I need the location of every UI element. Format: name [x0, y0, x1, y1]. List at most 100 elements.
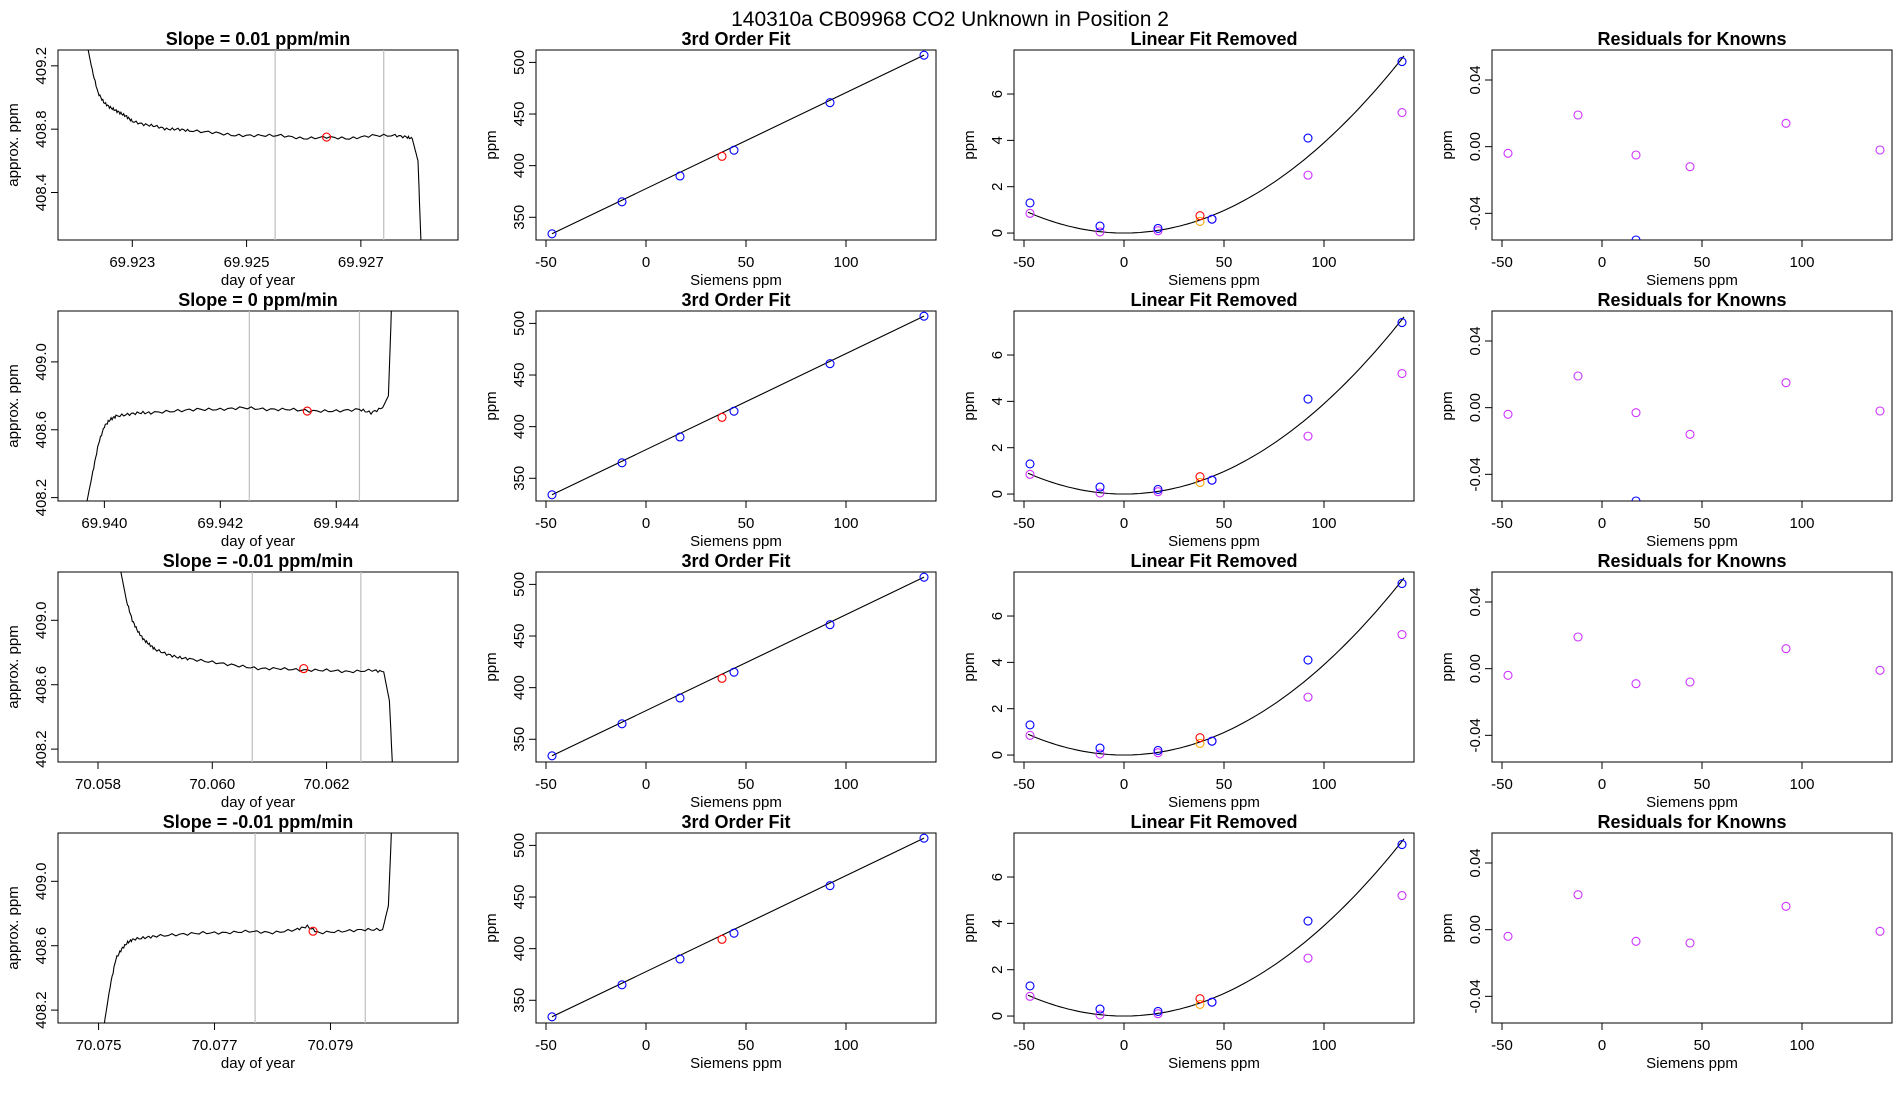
fit-line — [551, 576, 925, 757]
standard-point — [617, 197, 627, 207]
unknown-point — [1195, 733, 1205, 743]
panel-r3c3: Residuals for Knowns -50 0 50 100 -0.04 0.00 0.… — [1439, 812, 1893, 1072]
x-tick-label: 100 — [1789, 254, 1814, 271]
y-tick-label: -0.04 — [1467, 457, 1484, 491]
x-tick-label: 50 — [1216, 776, 1233, 793]
y-axis-label: ppm — [1439, 130, 1456, 159]
plot-area — [1025, 838, 1407, 1020]
standard-point — [675, 171, 685, 181]
mean-point — [308, 926, 318, 936]
plot-area — [120, 572, 393, 762]
standard-point — [729, 406, 739, 416]
raw-point — [1025, 208, 1035, 218]
x-tick-label: 70.062 — [304, 776, 350, 793]
x-tick-label: -50 — [535, 776, 557, 793]
x-axis-label: day of year — [221, 794, 295, 811]
panel-title: Linear Fit Removed — [1130, 812, 1297, 832]
panel-r2c2: Linear Fit Removed -50 0 50 100 0 2 4 6 Siemens p… — [961, 551, 1415, 811]
plot-frame — [535, 310, 937, 502]
time-series-line — [87, 50, 422, 240]
plot-frame — [1491, 571, 1893, 763]
y-tick-label: 6 — [989, 90, 1006, 98]
plot-frame — [1013, 49, 1415, 241]
raw-point — [1397, 891, 1407, 901]
standard-point — [1025, 981, 1035, 991]
standard-point — [919, 833, 929, 843]
raw-point — [1195, 477, 1205, 488]
y-axis-label: ppm — [1439, 391, 1456, 420]
fit-curve — [1027, 316, 1405, 495]
x-axis-label: Siemens ppm — [1168, 272, 1260, 289]
residual-point — [1781, 118, 1791, 128]
standard-point — [919, 572, 929, 582]
panel-r1c1: 3rd Order Fit -50 0 50 100 350 400 450 500 Siemen… — [483, 290, 937, 550]
residual-point — [1875, 926, 1885, 936]
residual-point — [1875, 145, 1885, 155]
panel-title: Residuals for Knowns — [1597, 551, 1786, 571]
y-tick-label: 0 — [989, 229, 1006, 237]
y-tick-label: 2 — [989, 444, 1006, 452]
fit-line — [551, 837, 925, 1018]
y-axis-label: ppm — [1439, 913, 1456, 942]
standard-point — [729, 928, 739, 938]
panel-title: 3rd Order Fit — [681, 812, 790, 832]
x-axis-label: Siemens ppm — [1646, 272, 1738, 289]
y-tick-label: 409.0 — [33, 602, 50, 640]
y-tick-label: 400 — [511, 153, 528, 178]
y-tick-label: 408.6 — [33, 411, 50, 449]
x-tick-label: -50 — [535, 515, 557, 532]
x-tick-label: 50 — [738, 254, 755, 271]
plot-frame — [1491, 310, 1893, 502]
unknown-point — [1195, 472, 1205, 482]
x-tick-label: -50 — [1491, 254, 1513, 271]
residual-outlier-point — [1631, 235, 1641, 240]
x-tick-label: 0 — [642, 776, 650, 793]
x-tick-label: 100 — [833, 515, 858, 532]
y-tick-label: 500 — [511, 311, 528, 336]
y-axis-label: ppm — [961, 652, 978, 681]
plot-area — [1025, 577, 1407, 759]
standard-point — [547, 229, 557, 239]
mean-point — [302, 406, 312, 416]
standard-point — [919, 50, 929, 60]
y-tick-label: 2 — [989, 705, 1006, 713]
x-tick-label: -50 — [1013, 1037, 1035, 1054]
plot-area — [547, 311, 929, 500]
residual-point — [1631, 408, 1641, 418]
panel-r1c3: Residuals for Knowns -50 0 50 100 -0.04 0.00 0.… — [1439, 290, 1893, 550]
standard-point — [1153, 1006, 1163, 1016]
raw-point — [1195, 738, 1205, 749]
x-tick-label: 0 — [642, 1037, 650, 1054]
x-tick-label: 100 — [833, 1037, 858, 1054]
y-tick-label: 450 — [511, 102, 528, 127]
x-tick-label: 0 — [1120, 776, 1128, 793]
standard-point — [825, 359, 835, 369]
panel-r0c2: Linear Fit Removed -50 0 50 100 0 2 4 6 Siemens p… — [961, 29, 1415, 289]
residual-point — [1503, 670, 1513, 680]
y-tick-label: 500 — [511, 572, 528, 597]
x-tick-label: 0 — [1120, 254, 1128, 271]
standard-point — [1025, 198, 1035, 208]
y-tick-label: 0 — [989, 1012, 1006, 1020]
unknown-point — [717, 412, 727, 422]
standard-point — [1153, 745, 1163, 755]
standard-point — [1303, 916, 1313, 926]
plot-area — [1025, 316, 1407, 498]
x-tick-label: 70.079 — [308, 1037, 354, 1054]
plot-frame — [57, 49, 459, 241]
x-tick-label: 69.942 — [197, 515, 243, 532]
residual-point — [1573, 890, 1583, 900]
x-tick-label: 100 — [1789, 515, 1814, 532]
plot-frame — [535, 49, 937, 241]
residual-outlier-point — [1631, 496, 1641, 501]
panel-title: Linear Fit Removed — [1130, 290, 1297, 310]
x-axis-label: Siemens ppm — [1646, 794, 1738, 811]
standard-point — [675, 954, 685, 964]
residual-point — [1573, 371, 1583, 381]
time-series-line — [120, 572, 393, 762]
y-tick-label: 350 — [511, 727, 528, 752]
raw-point — [1397, 369, 1407, 379]
residual-point — [1503, 148, 1513, 158]
x-tick-label: 0 — [642, 254, 650, 271]
x-axis-label: Siemens ppm — [1168, 794, 1260, 811]
